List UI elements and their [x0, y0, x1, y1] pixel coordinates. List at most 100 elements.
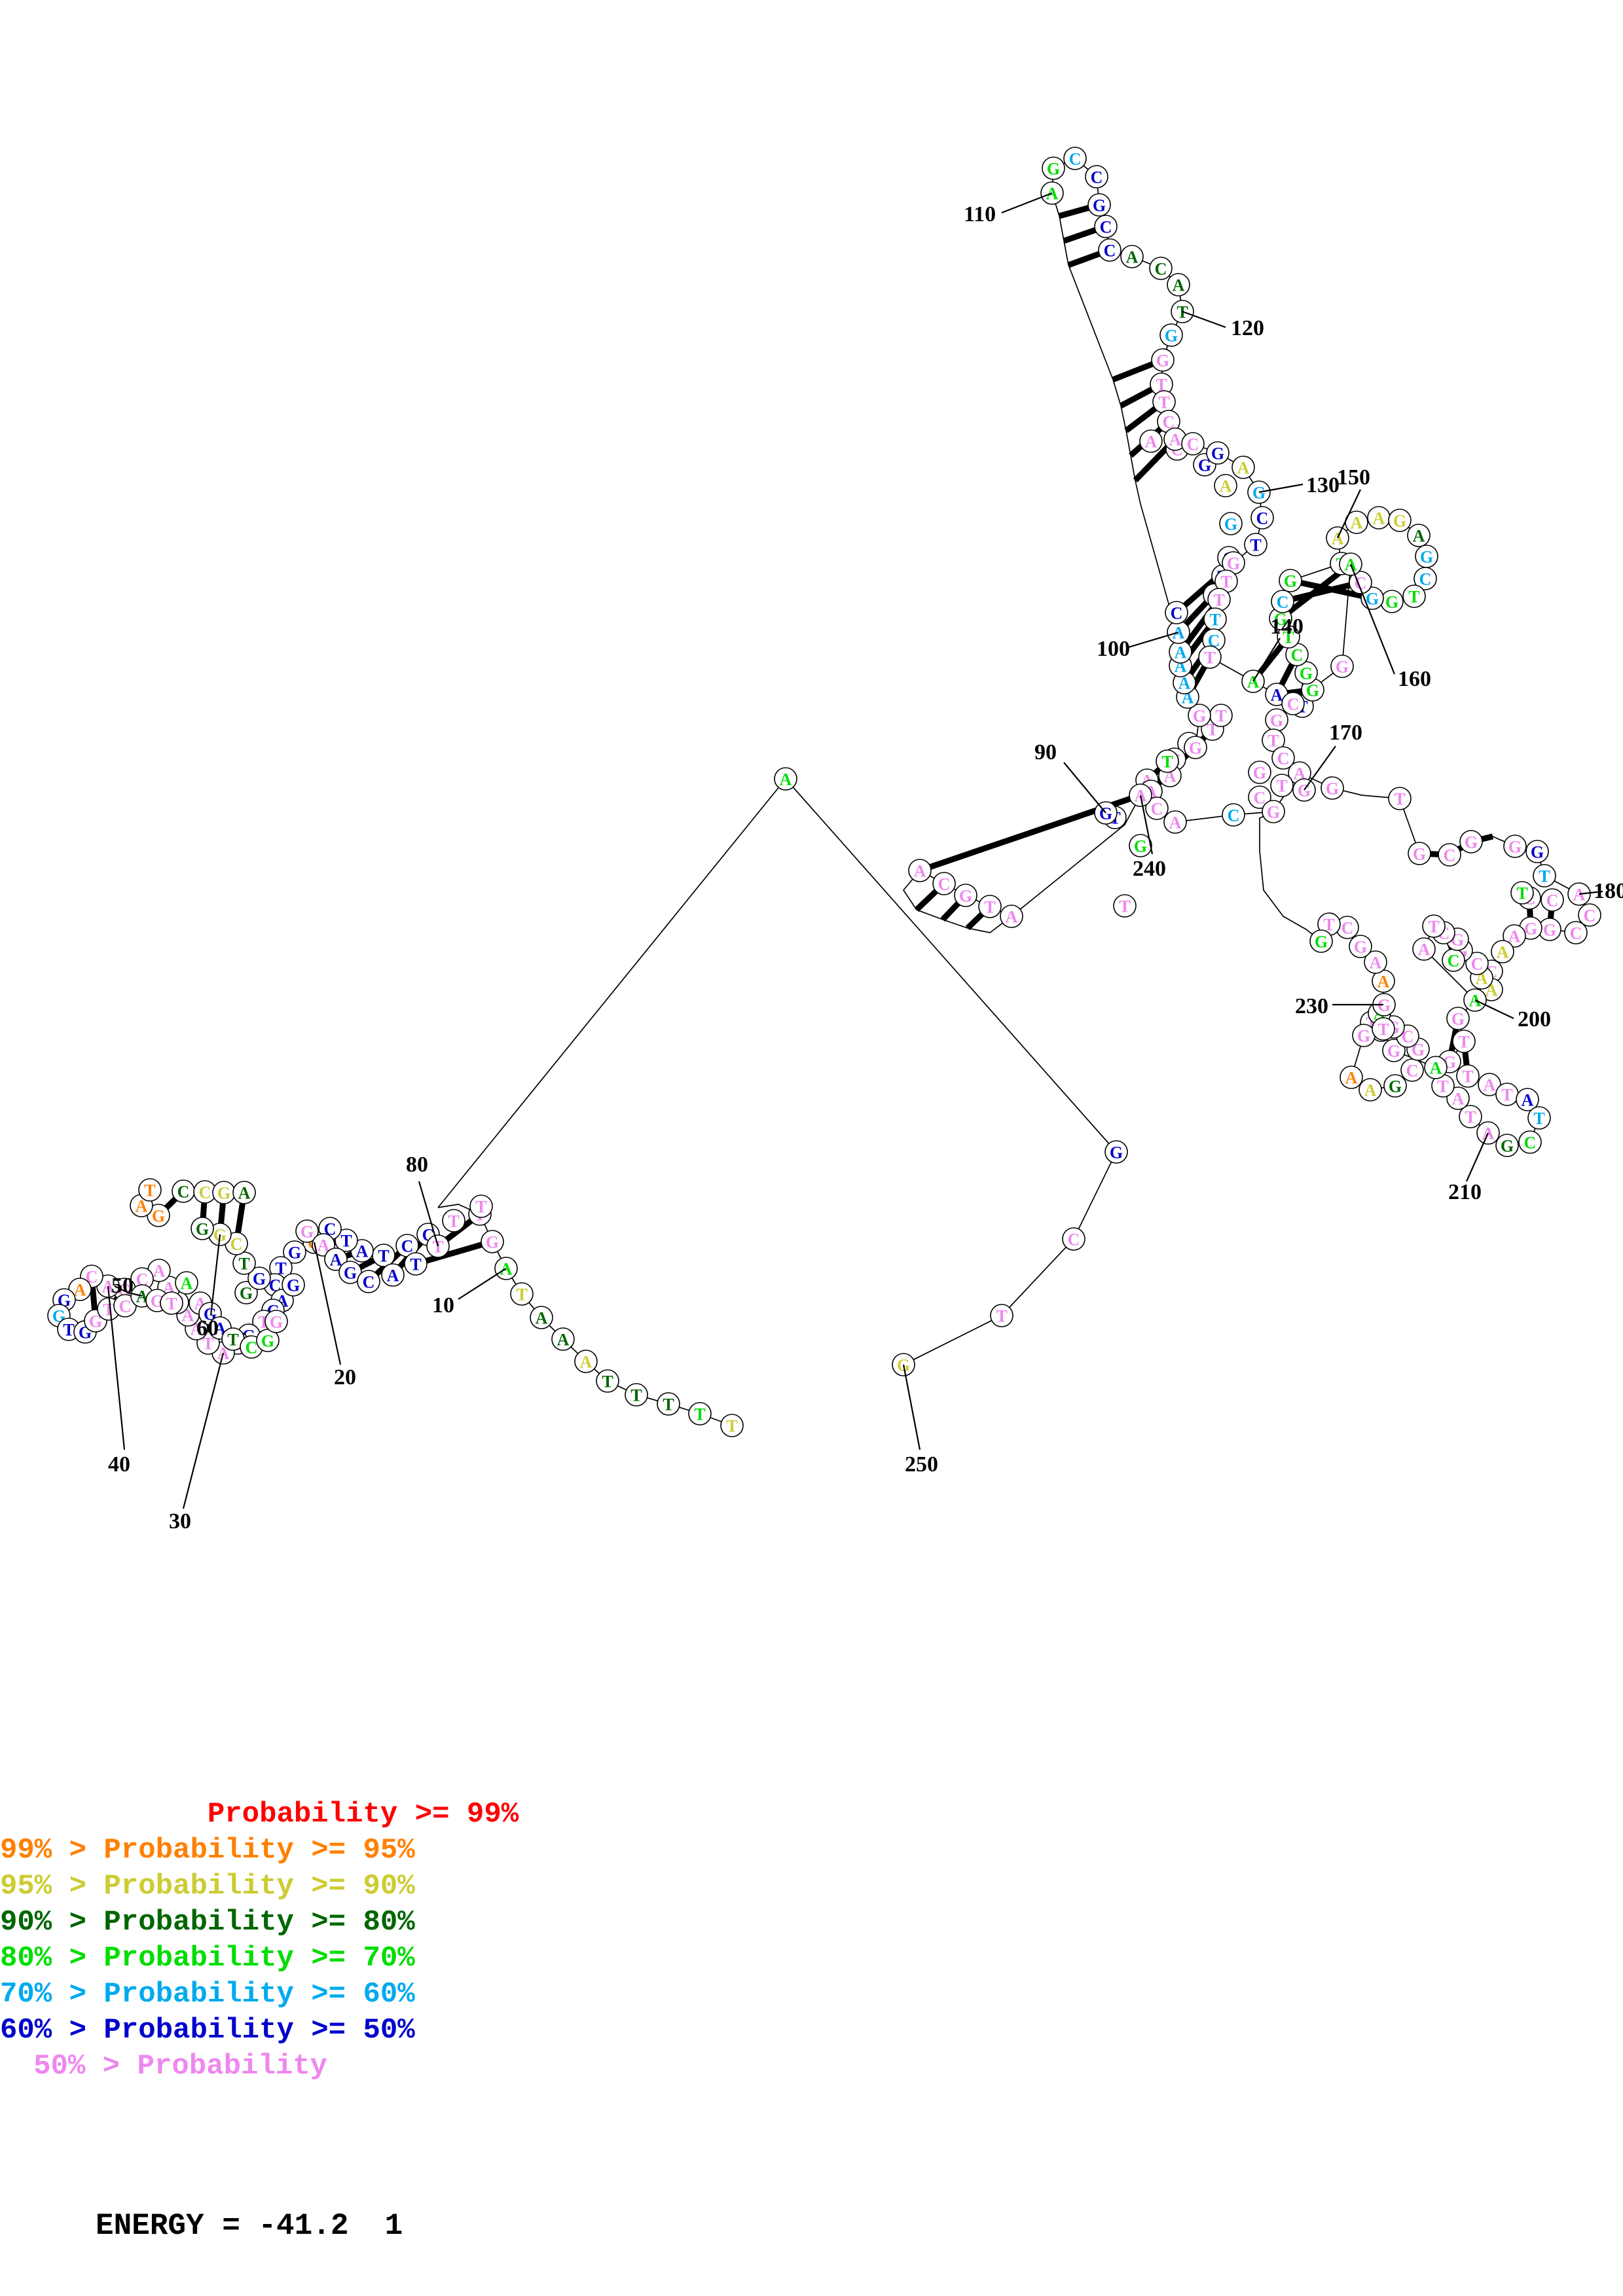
nucleotide-letter: C: [1068, 1230, 1080, 1249]
nucleotide-letter: G: [287, 1276, 300, 1295]
position-label-80: 80: [406, 1153, 428, 1177]
nucleotide-letter: T: [1516, 884, 1527, 903]
legend-row-99: Probability >= 99%: [0, 1797, 733, 1833]
nucleotide-circle: [335, 1229, 358, 1252]
nucleotide-circle: [1516, 1088, 1539, 1111]
nucleotide-letter: C: [1091, 168, 1103, 187]
nucleotide-node: C: [172, 1179, 195, 1203]
nucleotide-circle: [264, 1310, 288, 1333]
nucleotide-letter: T: [1156, 376, 1167, 395]
nucleotide-letter: C: [401, 1237, 414, 1256]
nucleotide-node: A: [1120, 245, 1144, 268]
nucleotide-letter: T: [516, 1285, 527, 1304]
nucleotide-letter: T: [602, 1372, 613, 1391]
nucleotide-letter: G: [1274, 610, 1287, 629]
nucleotide-node: C: [1336, 916, 1359, 939]
nucleotide-letter: A: [914, 862, 926, 881]
nucleotide-letter: A: [330, 1251, 342, 1270]
nucleotide-letter: C: [1419, 570, 1432, 589]
nucleotide-letter: C: [1151, 800, 1163, 819]
basepair-bonds: [88, 202, 1556, 1344]
nucleotide-letter: C: [938, 875, 951, 894]
nucleotide-letter: A: [136, 1197, 148, 1216]
nucleotide-circle: [1250, 506, 1274, 529]
nucleotide-letter: T: [475, 1198, 486, 1217]
legend-row-text: 50% > Probability: [33, 2050, 327, 2083]
nucleotide-letter: A: [1220, 477, 1232, 496]
nucleotide-letter: G: [1377, 996, 1391, 1015]
energy-readout: ENERGY = -41.2 1: [96, 2209, 403, 2243]
nucleotide-letter: T: [1539, 867, 1550, 886]
nucleotide-circle: [1402, 584, 1426, 608]
nucleotide-letter: A: [1573, 886, 1586, 905]
position-label-100: 100: [1097, 637, 1130, 661]
nucleotide-circle: [1518, 1130, 1542, 1154]
nucleotide-node: A: [1214, 474, 1237, 497]
nucleotide-letter: C: [1069, 150, 1082, 169]
nucleotide-node: G: [954, 884, 977, 907]
nucleotide-letter: C: [136, 1270, 149, 1289]
nucleotide-node: C: [193, 1180, 217, 1204]
position-label-130: 130: [1306, 473, 1340, 497]
legend-row-60: 70% > Probability >= 60%: [0, 1977, 733, 2013]
nucleotide-circle: [954, 884, 977, 907]
nucleotide-circle: [1407, 524, 1431, 547]
nucleotide-letter: T: [227, 1331, 238, 1350]
nucleotide-node: G: [1104, 1140, 1128, 1164]
nucleotide-circle: [1219, 512, 1243, 535]
position-label-40: 40: [108, 1452, 130, 1477]
nucleotide-circle: [1383, 1074, 1407, 1098]
nucleotide-node: C: [1281, 692, 1305, 715]
legend-row-95: 99% > Probability >= 95%: [0, 1833, 733, 1869]
nucleotide-node: C: [1157, 410, 1180, 433]
nucleotide-letter: T: [1119, 897, 1130, 916]
nucleotide-letter: A: [1370, 954, 1382, 973]
nucleotide-letter: A: [1294, 764, 1306, 783]
legend-row-text: 99% > Probability >= 95%: [0, 1834, 415, 1867]
nucleotide-letter: G: [1227, 554, 1240, 573]
nucleotide-node: T: [1431, 1074, 1455, 1098]
nucleotide-node: A: [1167, 273, 1190, 296]
legend-row-text: Probability >= 99%: [0, 1798, 519, 1831]
nucleotide-node: A: [908, 859, 932, 882]
nucleotide-node: A: [232, 1181, 256, 1204]
nucleotide-letter: G: [1306, 681, 1319, 700]
nucleotide-circle: [1085, 165, 1108, 188]
nucleotide-circle: [1321, 776, 1344, 800]
nucleotide-node: G: [1269, 607, 1292, 630]
nucleotide-node: T: [510, 1282, 534, 1306]
nucleotide-letter: C: [1254, 789, 1266, 808]
nucleotide-letter: A: [387, 1266, 399, 1285]
nucleotide-letter: T: [1158, 393, 1169, 412]
nucleotide-letter: C: [1256, 509, 1269, 528]
nucleotide-letter: T: [1276, 777, 1287, 796]
nucleotide-letter: C: [1448, 952, 1460, 971]
position-label-160: 160: [1398, 667, 1431, 691]
nucleotide-node: G: [1330, 655, 1354, 678]
nucleotide-letter: G: [288, 1244, 301, 1263]
nucleotide-letter: G: [196, 1220, 209, 1239]
nucleotide-node: T: [1277, 625, 1300, 649]
legend-row-80: 90% > Probability >= 80%: [0, 1905, 733, 1941]
nucleotide-node: A: [1364, 950, 1387, 974]
nucleotide-node: C: [1271, 746, 1295, 770]
nucleotide-node: C: [1413, 567, 1437, 590]
nucleotide-letter: C: [199, 1183, 211, 1202]
nucleotide-node: T: [1203, 607, 1227, 631]
nucleotide-letter: C: [1163, 413, 1175, 432]
nucleotide-node: T: [1156, 749, 1179, 773]
nucleotide-node: A: [175, 1271, 198, 1295]
probability-legend: Probability >= 99% 99% > Probability >= …: [0, 1797, 733, 2085]
nucleotide-letter: T: [1250, 536, 1261, 555]
nucleotide-circle: [1412, 937, 1436, 961]
nucleotide-letter: C: [1277, 749, 1290, 768]
nucleotide-node: G: [1503, 834, 1527, 858]
nucleotide-letter: C: [1402, 1028, 1414, 1047]
nucleotide-node: T: [1270, 774, 1294, 797]
nucleotide-letter: G: [1093, 196, 1106, 215]
nucleotide-node: G: [338, 1261, 362, 1284]
nucleotide-node: A: [1407, 524, 1431, 547]
nucleotide-node: G: [1042, 156, 1065, 180]
nucleotide-node: G: [481, 1230, 504, 1253]
nucleotide-letter: C: [1341, 919, 1354, 938]
